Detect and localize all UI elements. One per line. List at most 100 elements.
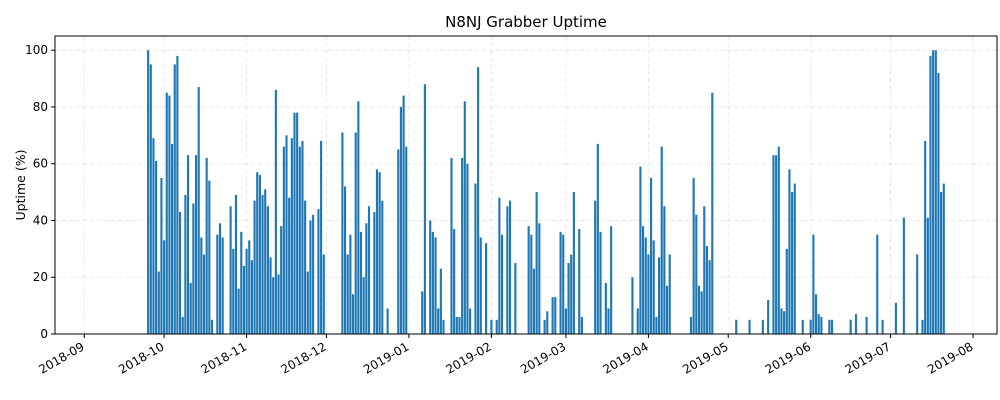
bar (830, 319, 834, 334)
bar (636, 308, 639, 334)
bar (735, 319, 738, 334)
bar (359, 231, 363, 334)
bar (216, 234, 219, 334)
x-tick-label: 2018-12 (279, 339, 329, 376)
bar (373, 211, 376, 334)
bar (538, 223, 541, 334)
bar (463, 101, 466, 334)
bar (495, 319, 498, 334)
bar (937, 72, 940, 335)
bar (921, 319, 924, 334)
bar (208, 180, 211, 334)
bar (320, 141, 323, 334)
bar (221, 237, 224, 334)
bar (660, 146, 663, 334)
bar (567, 263, 570, 334)
bar (429, 220, 432, 334)
bar (551, 297, 554, 334)
bar (695, 214, 698, 334)
bar (554, 297, 557, 334)
x-tick-label: 2018-11 (199, 339, 249, 376)
bar (469, 308, 472, 334)
bar (354, 132, 357, 334)
bar (176, 55, 179, 335)
bar (876, 234, 879, 334)
bar (277, 274, 280, 334)
x-tick-label: 2019-01 (361, 339, 411, 376)
bar (916, 254, 919, 334)
y-axis-label: Uptime (%) (13, 150, 28, 221)
bar (197, 87, 200, 334)
bar (817, 314, 820, 334)
bar (272, 277, 275, 334)
bar (173, 64, 176, 334)
bar (639, 166, 642, 334)
bar (477, 67, 480, 334)
bar (288, 197, 291, 334)
bar (652, 240, 655, 334)
bar (812, 234, 815, 334)
bar (362, 277, 365, 334)
x-tick-label: 2019-02 (443, 339, 493, 376)
bar (168, 95, 171, 334)
bar (461, 158, 464, 334)
bar (902, 217, 905, 334)
bar (155, 160, 158, 334)
bar (785, 248, 788, 334)
bar (657, 257, 661, 334)
bar (532, 268, 536, 334)
plot-frame (54, 35, 998, 335)
bar (926, 217, 929, 334)
bar (692, 177, 695, 334)
bar (929, 55, 932, 335)
bar (343, 186, 347, 334)
bar (399, 106, 402, 334)
bar (578, 228, 581, 334)
y-axis: 0 20 40 60 80 100 (25, 43, 55, 341)
bar (229, 206, 232, 334)
bar (274, 89, 277, 334)
bar (527, 226, 530, 334)
y-tick-label: 100 (25, 43, 48, 57)
bar (192, 203, 195, 334)
bar (157, 271, 160, 334)
x-tick-label: 2019-04 (600, 339, 650, 376)
bar (711, 92, 714, 334)
x-tick-label: 2018-10 (116, 339, 166, 376)
x-tick-label: 2019-08 (925, 339, 975, 376)
bar (780, 308, 783, 334)
bar (644, 237, 647, 334)
bar (767, 299, 770, 334)
bar (341, 132, 344, 334)
bar (748, 319, 751, 334)
bar (562, 234, 565, 334)
bar (777, 146, 780, 334)
bar (163, 240, 166, 334)
x-tick-label: 2019-03 (518, 339, 568, 376)
bar (610, 226, 613, 334)
x-tick-label: 2019-07 (843, 339, 893, 376)
bar (894, 302, 897, 334)
bar (466, 163, 469, 334)
bar (642, 226, 645, 334)
x-tick-label: 2018-09 (36, 339, 86, 376)
bar (298, 146, 301, 334)
bar (357, 101, 360, 334)
bar (474, 183, 477, 334)
bar (546, 311, 549, 334)
bar (248, 240, 251, 334)
bar (200, 237, 203, 334)
bar (245, 248, 248, 334)
bar (934, 50, 937, 334)
bar (596, 143, 599, 334)
bar (264, 189, 267, 334)
bar (849, 319, 852, 334)
bar (594, 200, 597, 334)
bar (290, 138, 293, 334)
bar (218, 223, 222, 334)
bar (179, 211, 182, 334)
bar (881, 319, 884, 334)
bar (689, 316, 693, 334)
bar (442, 319, 445, 334)
